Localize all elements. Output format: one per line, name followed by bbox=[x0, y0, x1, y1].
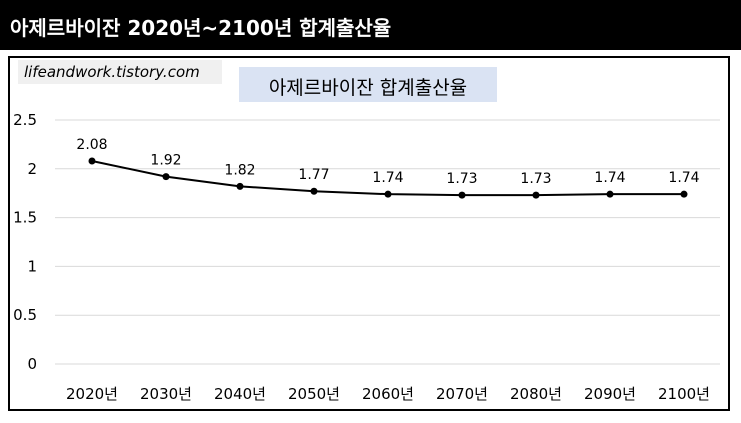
y-tick-label: 1.5 bbox=[13, 209, 37, 227]
x-tick-label: 2100년 bbox=[658, 385, 710, 403]
data-label: 1.74 bbox=[372, 170, 403, 186]
data-point bbox=[680, 190, 688, 198]
banner-title: 아제르바이잔 2020년~2100년 합계출산율 bbox=[10, 16, 392, 40]
data-point bbox=[236, 182, 244, 190]
y-tick-label: 2.5 bbox=[13, 111, 37, 129]
data-point bbox=[162, 173, 170, 181]
x-tick-label: 2020년 bbox=[66, 385, 118, 403]
data-point bbox=[310, 187, 318, 195]
y-axis-ticks: 0 0.5 1 1.5 2 2.5 bbox=[13, 111, 37, 373]
data-label: 1.74 bbox=[668, 170, 699, 186]
y-tick-label: 0 bbox=[27, 355, 37, 373]
data-points bbox=[88, 157, 688, 199]
data-label: 1.73 bbox=[520, 171, 551, 187]
chart-title-box: 아제르바이잔 합계출산율 bbox=[239, 67, 497, 102]
watermark-text: lifeandwork.tistory.com bbox=[24, 63, 200, 81]
x-tick-label: 2070년 bbox=[436, 385, 488, 403]
gridlines bbox=[55, 119, 720, 365]
banner: 아제르바이잔 2020년~2100년 합계출산율 bbox=[0, 0, 741, 50]
y-tick-label: 1 bbox=[27, 257, 37, 275]
y-tick-label: 2 bbox=[27, 160, 37, 178]
x-tick-label: 2030년 bbox=[140, 385, 192, 403]
chart-title: 아제르바이잔 합계출산율 bbox=[268, 77, 468, 99]
watermark: lifeandwork.tistory.com bbox=[18, 60, 222, 84]
data-label: 1.73 bbox=[446, 171, 477, 187]
data-point bbox=[458, 191, 466, 199]
data-label: 1.92 bbox=[150, 153, 181, 169]
data-label: 1.74 bbox=[594, 170, 625, 186]
x-tick-label: 2040년 bbox=[214, 385, 266, 403]
x-tick-label: 2090년 bbox=[584, 385, 636, 403]
data-labels: 2.08 1.92 1.82 1.77 1.74 1.73 1.73 1.74 1.74 bbox=[76, 137, 699, 187]
chart-frame bbox=[8, 56, 730, 411]
x-tick-label: 2060년 bbox=[362, 385, 414, 403]
data-point bbox=[384, 190, 392, 198]
x-tick-label: 2080년 bbox=[510, 385, 562, 403]
data-label: 1.82 bbox=[224, 162, 255, 178]
data-point bbox=[606, 190, 614, 198]
data-point bbox=[88, 157, 96, 165]
x-axis-ticks: 2020년 2030년 2040년 2050년 2060년 2070년 2080년 2090년… bbox=[66, 385, 710, 403]
y-tick-label: 0.5 bbox=[13, 306, 37, 324]
data-label: 1.77 bbox=[298, 167, 329, 183]
x-tick-label: 2050년 bbox=[288, 385, 340, 403]
data-label: 2.08 bbox=[76, 137, 107, 153]
data-point bbox=[532, 191, 540, 199]
